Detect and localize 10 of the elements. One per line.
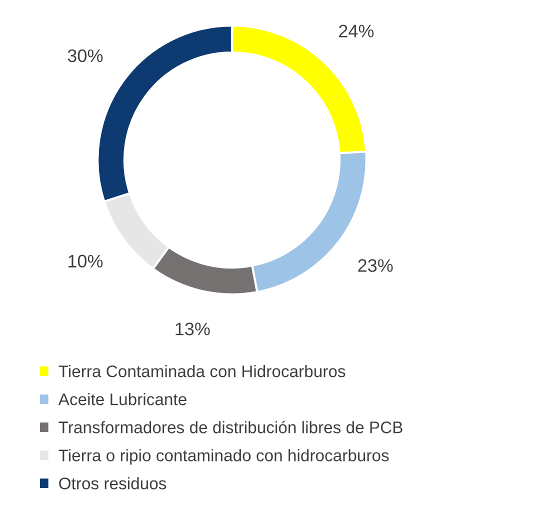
data-label: 10% bbox=[68, 254, 103, 268]
data-label: 23% bbox=[358, 259, 393, 272]
data-label: 13% bbox=[176, 322, 210, 336]
legend-label: Tierra Contaminada con Hidrocarburos bbox=[58, 365, 346, 378]
legend-label: Tierra o ripio contaminado con hidrocarburos bbox=[58, 449, 389, 465]
legend-label: Otros residuos bbox=[59, 477, 166, 490]
data-label: 24% bbox=[339, 24, 374, 38]
legend-label: Aceite Lubricante bbox=[58, 393, 186, 406]
legend-label: Transformadores de distribución libres de PCB bbox=[58, 420, 402, 434]
data-label: 30% bbox=[68, 49, 103, 62]
